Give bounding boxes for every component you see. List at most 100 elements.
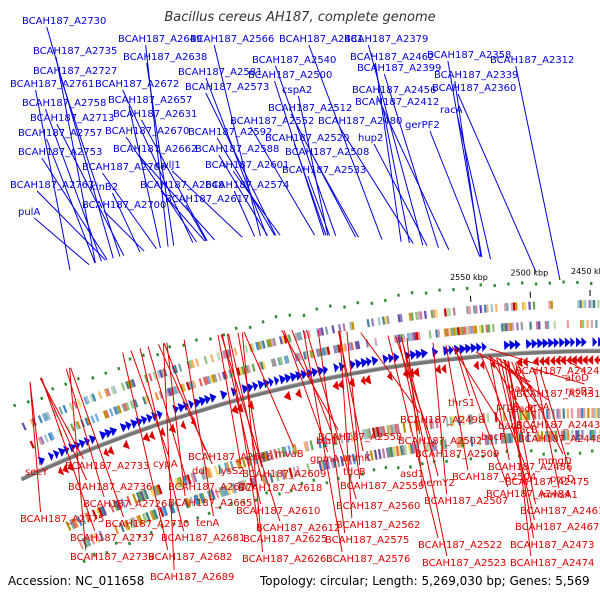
reverse-gene-leader	[339, 331, 353, 519]
cog-track-mark	[144, 395, 149, 404]
kbp-ticks: 2200 kbp2250 kbp2300 kbp2350 kbp2400 kbp…	[450, 267, 600, 302]
cog-track-mark	[298, 352, 303, 361]
cog-track-mark	[506, 433, 510, 444]
cog-track-mark	[223, 462, 229, 473]
reverse-gene-leader	[360, 332, 421, 414]
forward-gene-arrow	[481, 342, 487, 352]
cog-track-mark	[322, 347, 326, 356]
reverse-gene-label: BCAH187_A2665	[168, 498, 252, 509]
cog-track-mark	[175, 385, 180, 394]
cog-track-mark	[149, 510, 155, 521]
cog-track-mark	[174, 501, 180, 512]
forward-gene-arrow	[333, 363, 339, 373]
gc-content-mark	[76, 376, 81, 381]
forward-gene-leader	[35, 89, 71, 271]
cog-track-mark	[47, 432, 53, 441]
cog-track-mark	[430, 309, 434, 319]
forward-gene-arrow	[559, 337, 565, 348]
forward-gene-leader	[457, 115, 492, 260]
gc-content-mark	[356, 301, 360, 305]
cog-track-mark	[263, 451, 269, 462]
cog-track-mark	[135, 492, 142, 503]
forward-gene-label: BCAH187_A2727	[33, 66, 117, 77]
cog-track-mark	[213, 465, 219, 476]
reverse-gene-arrow	[107, 445, 115, 455]
cog-track-mark	[97, 507, 104, 518]
reverse-gene-leader	[457, 347, 509, 488]
cog-track-mark	[292, 466, 298, 477]
cog-track-mark	[205, 467, 212, 479]
cog-track-mark	[468, 305, 472, 315]
reverse-gene-leader	[139, 348, 185, 532]
forward-gene-arrow	[459, 344, 467, 355]
gc-content-mark	[229, 501, 234, 506]
cog-track-mark	[251, 363, 256, 372]
cog-track-mark	[461, 415, 465, 426]
cog-track-mark	[423, 310, 428, 319]
reverse-gene-arrow	[575, 355, 583, 366]
cog-track-mark	[104, 409, 110, 418]
cog-track-mark	[348, 321, 353, 331]
reverse-gene-label: BCAH187_A2486	[488, 462, 572, 473]
cog-track-mark	[469, 414, 474, 425]
reverse-gene-leader	[346, 331, 361, 466]
cog-track-mark	[494, 434, 498, 445]
forward-gene-leader	[275, 65, 337, 237]
cog-track-mark	[129, 400, 135, 409]
cog-track-mark	[417, 331, 421, 340]
cog-track-mark	[227, 349, 232, 358]
cog-track-mark	[21, 422, 27, 431]
cog-track-mark	[510, 432, 514, 444]
cog-track-mark	[376, 426, 380, 438]
reverse-gene-leader	[29, 382, 41, 466]
reverse-gene-arrow	[360, 375, 366, 386]
reverse-gene-arrow	[180, 420, 187, 430]
cog-track-mark	[320, 347, 324, 357]
cog-track-mark	[272, 337, 277, 347]
cog-track-mark	[229, 460, 235, 471]
forward-gene-arrow	[124, 421, 132, 431]
gc-content-mark	[12, 403, 17, 408]
cog-track-mark	[331, 435, 336, 446]
forward-gene-label: BCAH187_A2700	[82, 200, 166, 211]
cog-track-mark	[72, 400, 78, 409]
forward-gene-arrow	[531, 338, 538, 349]
cog-track-mark	[270, 358, 275, 368]
cog-track-mark	[45, 411, 52, 420]
forward-gene-arrow	[209, 393, 217, 403]
cog-track-mark	[342, 323, 346, 332]
cog-track-mark	[190, 472, 196, 484]
cog-track-mark	[446, 328, 450, 337]
cog-track-mark	[487, 324, 491, 333]
forward-gene-leader	[232, 170, 281, 236]
cog-track-mark	[185, 381, 191, 391]
gc-content-mark	[50, 386, 55, 391]
cog-track-mark	[500, 323, 504, 332]
gc-content-mark	[208, 337, 213, 341]
cog-track-mark	[94, 413, 100, 422]
cog-track-mark	[387, 447, 392, 458]
forward-gene-arrow	[476, 342, 482, 353]
cog-track-mark	[169, 387, 174, 396]
forward-gene-arrow	[47, 452, 54, 462]
cog-track-mark	[160, 368, 166, 378]
cog-track-mark	[317, 438, 322, 449]
reverse-gene-leader	[496, 357, 535, 521]
cog-track-mark	[437, 329, 441, 338]
gc-content-mark	[114, 541, 118, 546]
cog-track-mark	[377, 317, 381, 326]
cog-track-mark	[231, 483, 237, 494]
cog-track-mark	[89, 394, 95, 403]
cog-track-mark	[130, 517, 137, 528]
reverse-gene-label: BCAH187_A2475	[505, 477, 589, 488]
forward-gene-leader	[339, 126, 414, 244]
cog-track-mark	[366, 318, 370, 328]
cog-track-mark	[91, 393, 97, 402]
gc-content-mark	[242, 500, 246, 505]
cog-track-mark	[470, 436, 474, 447]
reverse-gene-leader	[511, 361, 535, 419]
cog-track-mark	[190, 359, 196, 368]
gc-content-mark	[360, 472, 364, 476]
cog-track-mark	[85, 536, 92, 547]
forward-gene-leader	[367, 44, 424, 246]
